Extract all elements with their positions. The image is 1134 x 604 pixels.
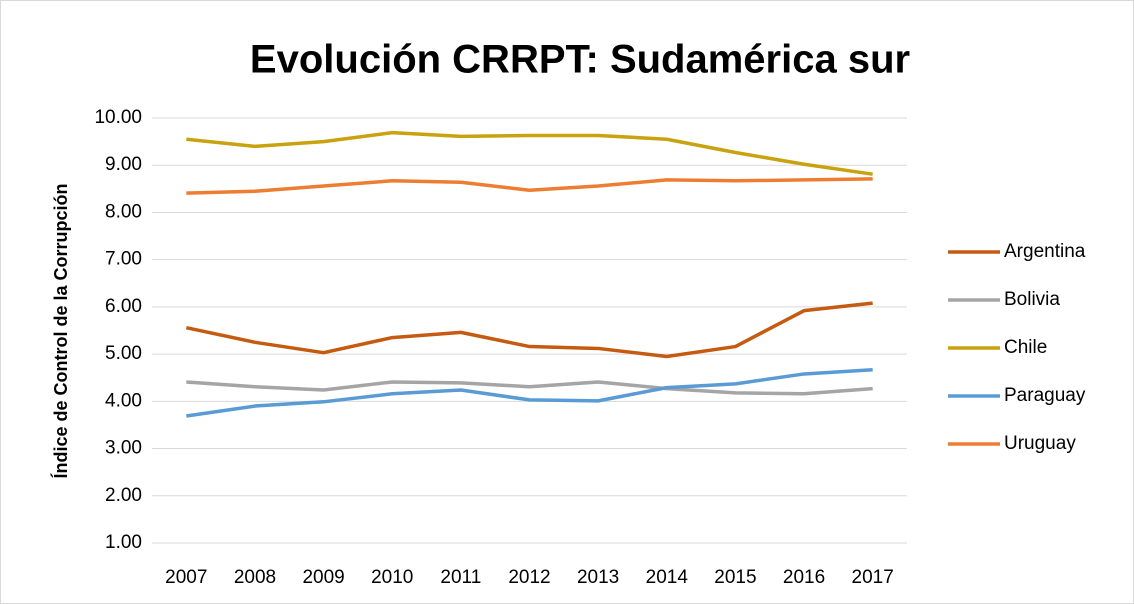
x-tick-label: 2007 (165, 567, 207, 588)
chart-title: Evolución CRRPT: Sudamérica sur (250, 38, 910, 82)
legend-label: Uruguay (1004, 433, 1076, 454)
x-tick-label: 2011 (440, 567, 481, 588)
series-line (186, 380, 873, 396)
y-axis-label: Índice de Control de la Corrupción (50, 183, 71, 478)
y-tick-label: 2.00 (105, 485, 142, 506)
x-tick-label: 2010 (371, 567, 413, 588)
y-tick-label: 5.00 (105, 343, 142, 364)
y-tick-label: 10.00 (94, 107, 142, 128)
x-tick-label: 2012 (508, 567, 550, 588)
y-tick-label: 4.00 (105, 390, 142, 411)
x-tick-label: 2014 (646, 567, 689, 588)
series-line (186, 177, 873, 195)
x-tick-label: 2009 (302, 567, 344, 588)
legend-label: Argentina (1004, 241, 1086, 262)
legend-label: Chile (1004, 337, 1047, 358)
series-line (185, 301, 873, 359)
y-tick-label: 7.00 (105, 249, 142, 270)
x-tick-label: 2013 (577, 567, 619, 588)
y-tick-label: 9.00 (105, 154, 142, 175)
y-tick-label: 3.00 (105, 438, 142, 459)
legend-label: Paraguay (1004, 385, 1086, 406)
y-tick-label: 8.00 (105, 201, 142, 222)
legend-label: Bolivia (1004, 289, 1060, 310)
x-tick-label: 2008 (234, 567, 276, 588)
y-tick-label: 6.00 (105, 296, 142, 317)
series-line (186, 130, 873, 176)
x-tick-label: 2016 (783, 567, 825, 588)
x-tick-label: 2015 (714, 567, 756, 588)
series-line (186, 367, 873, 418)
x-tick-label: 2017 (852, 567, 894, 588)
y-tick-label: 1.00 (105, 532, 142, 553)
